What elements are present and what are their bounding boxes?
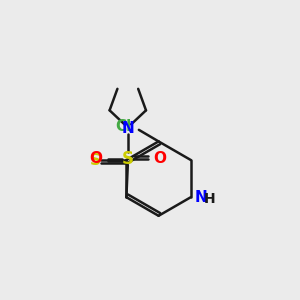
Text: N: N	[195, 190, 208, 205]
Text: S: S	[122, 150, 134, 168]
Text: O: O	[154, 151, 166, 166]
Text: O: O	[89, 151, 102, 166]
Text: S: S	[89, 152, 100, 167]
Text: N: N	[122, 121, 134, 136]
Text: Cl: Cl	[115, 119, 131, 134]
Text: H: H	[204, 192, 216, 206]
